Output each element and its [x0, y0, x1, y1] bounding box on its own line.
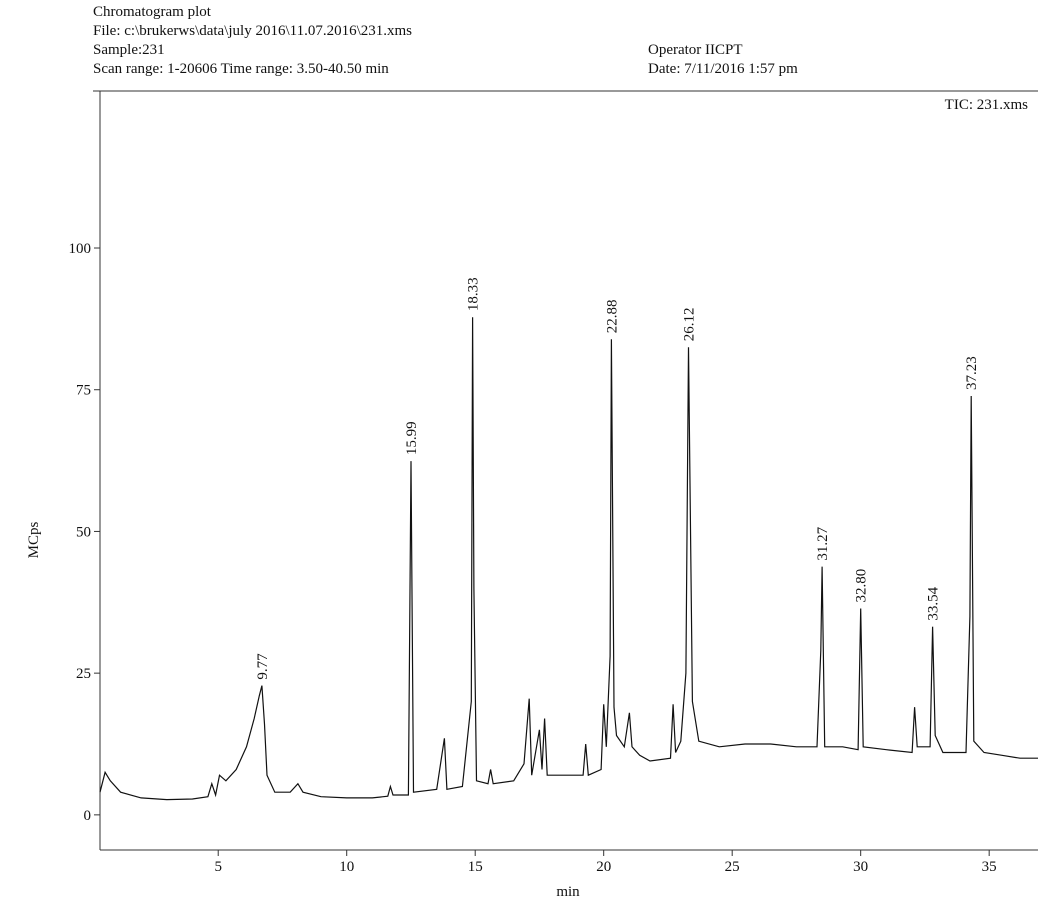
peak-label: 33.54: [926, 586, 942, 620]
peak-label: 15.99: [404, 421, 420, 455]
x-tick-label: 30: [853, 859, 868, 875]
header-line: Scan range: 1-20606 Time range: 3.50-40.…: [93, 61, 389, 77]
x-tick-label: 20: [596, 859, 611, 875]
y-tick-label: 100: [69, 241, 92, 257]
header-right: Date: 7/11/2016 1:57 pm: [648, 61, 798, 77]
peak-label: 22.88: [604, 300, 620, 334]
x-tick-label: 10: [339, 859, 354, 875]
y-tick-label: 75: [76, 383, 91, 399]
chart: Chromatogram plot File: c:\brukerws\data…: [0, 0, 1038, 907]
peak-label: 32.80: [854, 569, 870, 603]
peak-label: 37.23: [964, 356, 980, 390]
y-axis-label: MCps: [26, 522, 42, 559]
peak-label: 18.33: [466, 277, 482, 311]
x-tick-label: 25: [725, 859, 740, 875]
y-tick-label: 50: [76, 524, 91, 540]
peak-label: 26.12: [681, 307, 697, 341]
peak-label: 9.77: [255, 653, 271, 680]
header-line: File: c:\brukerws\data\july 2016\11.07.2…: [93, 23, 412, 39]
x-axis-label: min: [556, 884, 580, 900]
trace: [100, 317, 1038, 799]
header-line: Chromatogram plot: [93, 4, 212, 20]
y-tick-label: 25: [76, 666, 91, 682]
y-tick-label: 0: [84, 808, 92, 824]
x-tick-label: 5: [214, 859, 222, 875]
legend-entry: TIC: 231.xms: [945, 97, 1028, 113]
x-tick-label: 15: [468, 859, 483, 875]
header-right: Operator IICPT: [648, 42, 743, 58]
peak-label: 31.27: [815, 526, 831, 560]
x-tick-label: 35: [982, 859, 997, 875]
header-line: Sample:231: [93, 42, 165, 58]
